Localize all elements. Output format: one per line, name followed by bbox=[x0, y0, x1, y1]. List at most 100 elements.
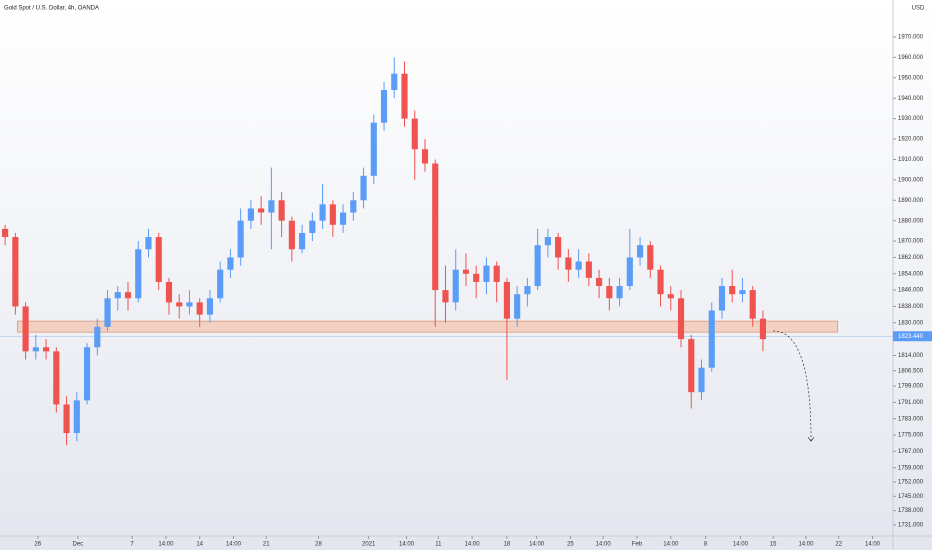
x-tick-label: 14:00 bbox=[798, 542, 814, 548]
candle-body bbox=[258, 208, 265, 213]
candle-body bbox=[217, 269, 224, 299]
y-tick-label: 1854.000 bbox=[898, 271, 924, 277]
candle-body bbox=[196, 302, 203, 315]
y-tick-label: 1806.500 bbox=[898, 368, 924, 374]
y-tick-label: 1767.000 bbox=[898, 449, 924, 455]
candle-body bbox=[94, 326, 101, 348]
candle-body bbox=[268, 200, 275, 213]
candle-body bbox=[124, 292, 132, 299]
y-tick-label: 1900.000 bbox=[898, 177, 924, 183]
candle-body bbox=[575, 261, 582, 270]
candle-body bbox=[339, 212, 347, 225]
candle-body bbox=[145, 237, 152, 250]
candle-body bbox=[135, 249, 142, 299]
candle-body bbox=[237, 220, 244, 258]
candle-body bbox=[596, 277, 603, 287]
candle-body bbox=[483, 265, 490, 282]
y-tick-label: 1791.000 bbox=[898, 400, 924, 406]
candle-body bbox=[677, 298, 685, 340]
candle-body bbox=[22, 306, 29, 352]
candle-body bbox=[53, 351, 60, 405]
x-tick-label: 14:00 bbox=[663, 542, 679, 548]
candle-body bbox=[73, 400, 80, 434]
y-tick-label: 1799.000 bbox=[898, 384, 924, 390]
candle-body bbox=[114, 292, 121, 299]
candle-body bbox=[647, 245, 654, 270]
y-tick-label: 1731.000 bbox=[898, 522, 924, 528]
candle-body bbox=[380, 90, 388, 123]
x-tick-label: 14:00 bbox=[399, 542, 415, 548]
projection-arrowhead bbox=[807, 436, 815, 442]
candle-body bbox=[688, 339, 695, 393]
x-tick-label: 21 bbox=[263, 542, 270, 548]
y-tick-label: 1870.000 bbox=[898, 239, 924, 245]
y-tick-label: 1759.000 bbox=[898, 465, 924, 471]
candle-body bbox=[616, 286, 623, 299]
projection-path bbox=[773, 330, 812, 442]
candle-body bbox=[421, 149, 429, 164]
x-tick-label: 14:00 bbox=[529, 542, 545, 548]
y-tick-label: 1940.000 bbox=[898, 96, 924, 102]
candle-body bbox=[63, 404, 70, 434]
x-tick-label: 14:00 bbox=[226, 542, 242, 548]
candle-body bbox=[555, 237, 562, 258]
x-tick-label: 15 bbox=[770, 542, 777, 548]
x-tick-label: 28 bbox=[315, 542, 322, 548]
x-tick-label: 2021 bbox=[362, 542, 376, 548]
candle-body bbox=[309, 220, 316, 233]
candle-body bbox=[606, 286, 613, 299]
last-price-box bbox=[893, 331, 932, 342]
candle-body bbox=[565, 257, 572, 270]
candle-body bbox=[524, 286, 531, 295]
candle-body bbox=[452, 269, 459, 303]
candle-body bbox=[749, 290, 756, 319]
candle-body bbox=[514, 294, 521, 319]
candle-body bbox=[43, 347, 50, 352]
x-tick-label: 22 bbox=[835, 542, 842, 548]
x-tick-label: 7 bbox=[130, 542, 134, 548]
candle-body bbox=[12, 237, 19, 307]
y-tick-label: 1738.000 bbox=[898, 508, 924, 514]
support-zone bbox=[17, 320, 839, 333]
candle-body bbox=[698, 367, 705, 393]
x-tick-label: 26 bbox=[35, 542, 42, 548]
candle-body bbox=[462, 269, 470, 274]
candle-body bbox=[165, 281, 173, 303]
y-tick-label: 1752.000 bbox=[898, 480, 924, 486]
y-tick-label: 1930.000 bbox=[898, 116, 924, 122]
candle-body bbox=[729, 286, 736, 295]
currency-label: USD bbox=[912, 6, 925, 12]
x-tick-label: Dec bbox=[72, 542, 83, 548]
x-tick-label: 14 bbox=[196, 542, 203, 548]
candle-body bbox=[442, 290, 449, 303]
candle-body bbox=[370, 122, 377, 176]
y-tick-label: 1846.000 bbox=[898, 288, 924, 294]
x-tick-label: 8 bbox=[704, 542, 708, 548]
candle-body bbox=[288, 220, 295, 250]
x-tick-label: 14:00 bbox=[865, 542, 881, 548]
x-tick-label: 25 bbox=[567, 542, 574, 548]
y-tick-label: 1745.000 bbox=[898, 494, 924, 500]
candle-body bbox=[544, 237, 551, 246]
candle-body bbox=[83, 347, 91, 401]
y-tick-label: 1890.000 bbox=[898, 198, 924, 204]
y-tick-label: 1775.000 bbox=[898, 433, 924, 439]
candle-body bbox=[739, 290, 746, 295]
y-tick-label: 1838.000 bbox=[898, 304, 924, 310]
candle-body bbox=[657, 269, 664, 295]
y-tick-label: 1862.000 bbox=[898, 255, 924, 261]
candle-body bbox=[2, 228, 9, 238]
candle-body bbox=[432, 163, 439, 291]
y-tick-label: 1950.000 bbox=[898, 75, 924, 81]
candle-body bbox=[585, 261, 592, 278]
candle-body bbox=[155, 237, 162, 282]
x-tick-label: 18 bbox=[504, 542, 511, 548]
x-tick-label: 14:00 bbox=[733, 542, 749, 548]
candle-body bbox=[299, 232, 306, 250]
candle-body bbox=[104, 298, 111, 327]
candle-body bbox=[247, 208, 254, 221]
candle-body bbox=[493, 265, 500, 282]
candle-body bbox=[718, 286, 726, 311]
y-tick-label: 1920.000 bbox=[898, 137, 924, 143]
